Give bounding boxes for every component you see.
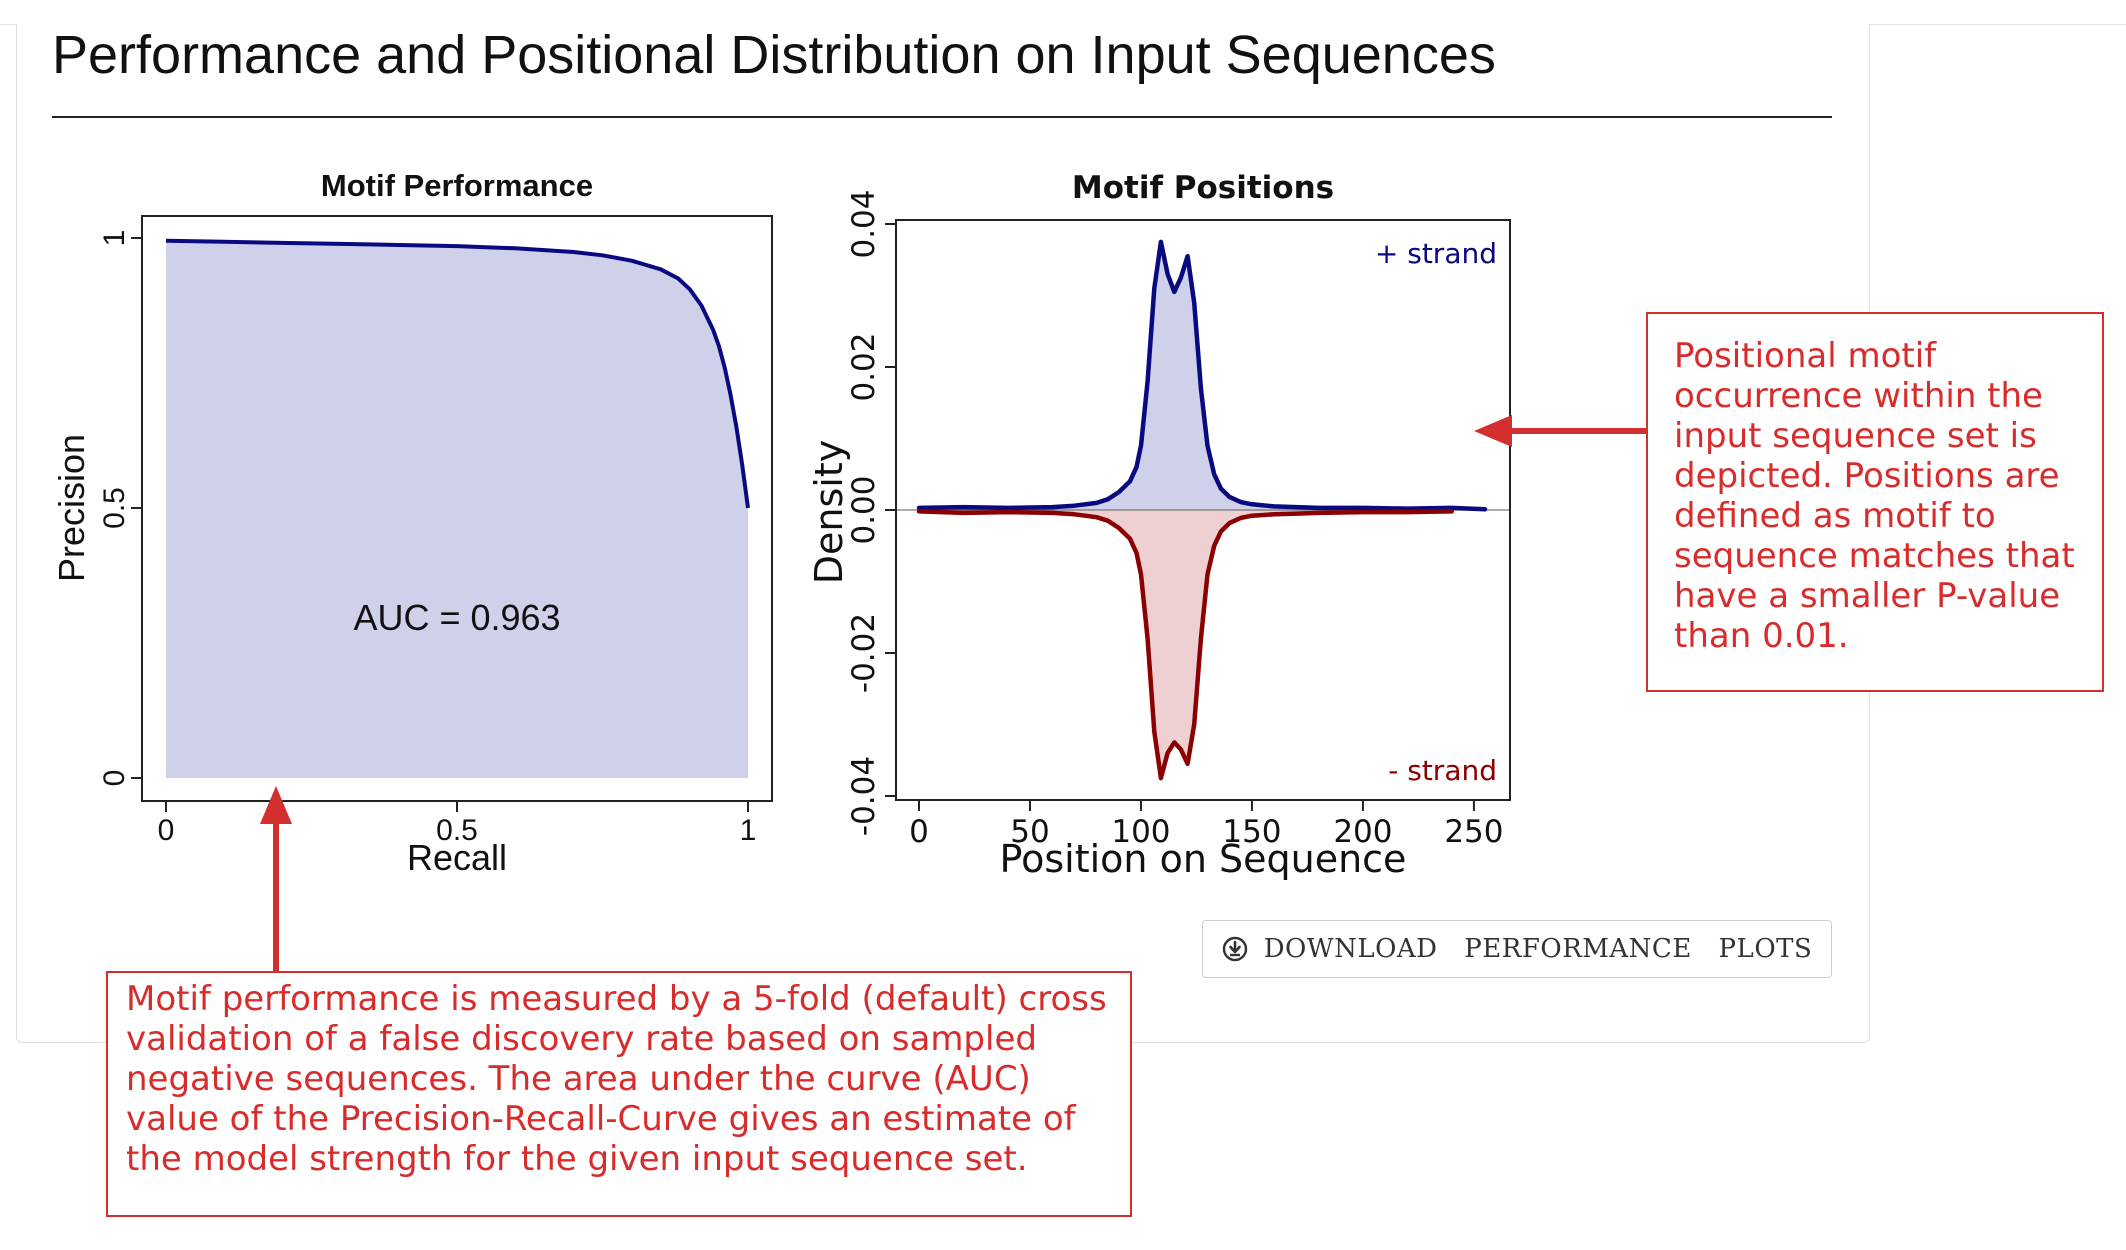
pos-x-tick-label: 250 <box>1444 814 1503 850</box>
pr-x-tick-label: 0.5 <box>436 814 478 847</box>
pos-y-axis-label: Density <box>807 440 851 584</box>
positions-annotation-callout: Positional motif occurrence within the i… <box>1646 312 2104 692</box>
plus-strand-label: + strand <box>1375 237 1497 270</box>
performance-annotation-callout: Motif performance is measured by a 5-fol… <box>106 971 1132 1217</box>
pos-x-tick-label: 150 <box>1222 814 1281 850</box>
pr-area-fill <box>166 240 748 778</box>
download-button-label: DOWNLOAD PERFORMANCE PLOTS <box>1263 934 1813 964</box>
pos-y-tick-label: 0.00 <box>846 475 882 544</box>
pr-x-tick-label: 0 <box>158 814 175 847</box>
pos-x-axis-label: Position on Sequence <box>1000 837 1407 881</box>
pr-y-tick-label: 0 <box>98 770 131 787</box>
pos-y-tick-label: -0.04 <box>846 756 882 836</box>
pr-curve-line <box>165 238 750 509</box>
pos-x-tick-label: 50 <box>1010 814 1049 850</box>
plus-strand-area <box>919 241 1485 510</box>
download-circle-icon <box>1222 936 1248 962</box>
pos-x-tick-label: 0 <box>909 814 929 850</box>
pos-x-tick-label: 100 <box>1111 814 1170 850</box>
motif-positions-chart: Motif Positions 0 50 100 150 200 250 -0.04 -0.… <box>807 170 1511 881</box>
pos-x-tick-label: 200 <box>1333 814 1392 850</box>
pr-y-tick-label: 0.5 <box>98 487 131 529</box>
pr-auc-label: AUC = 0.963 <box>353 597 560 638</box>
title-rule <box>52 116 1832 118</box>
pr-y-axis-label: Precision <box>51 434 92 582</box>
pr-chart-title: Motif Performance <box>321 168 593 203</box>
pr-x-tick-label: 1 <box>740 814 757 847</box>
download-performance-plots-button[interactable]: DOWNLOAD PERFORMANCE PLOTS <box>1202 920 1832 978</box>
pos-chart-title: Motif Positions <box>1072 170 1334 206</box>
pos-y-tick-label: 0.02 <box>846 332 882 401</box>
pos-y-tick-label: 0.04 <box>846 189 882 258</box>
pr-y-tick-label: 1 <box>98 230 131 247</box>
pr-x-axis-label: Recall <box>407 837 507 878</box>
pos-y-tick-label: -0.02 <box>846 613 882 693</box>
minus-strand-line <box>916 509 1454 781</box>
page-title: Performance and Positional Distribution … <box>52 25 1496 85</box>
minus-strand-area <box>919 510 1452 779</box>
minus-strand-label: - strand <box>1388 754 1497 787</box>
motif-performance-chart: Motif Performance 0 0.5 1 0 0.5 1 AUC = 0.96… <box>51 168 773 878</box>
plus-strand-line <box>916 239 1488 512</box>
